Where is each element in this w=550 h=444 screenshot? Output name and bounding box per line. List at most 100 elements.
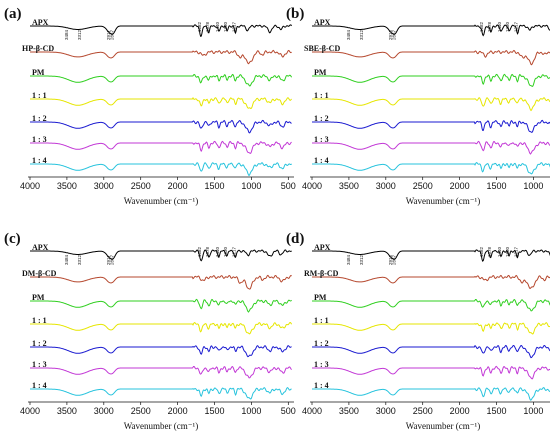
x-tick-label: 4000: [302, 406, 322, 416]
x-tick-label: 500: [281, 406, 296, 416]
x-tick-label: 3500: [339, 406, 359, 416]
series-line: [30, 96, 292, 110]
peak-annotation: 1578: [487, 21, 492, 32]
x-tick-label: 1000: [241, 181, 261, 191]
series-line: [30, 274, 292, 290]
series-label: DM-β-CD: [22, 269, 57, 278]
peak-annotation: 2917: [106, 29, 111, 40]
peak-annotation: 2916: [388, 29, 393, 40]
series-line: [30, 386, 292, 400]
panel-label: (b): [286, 6, 304, 22]
series-line: [30, 298, 292, 313]
x-axis-label: Wavenumber (cm⁻¹): [124, 196, 198, 206]
x-tick-label: 3000: [376, 406, 396, 416]
x-tick-label: 2500: [413, 406, 433, 416]
series-line: [30, 162, 292, 177]
x-tick-label: 1500: [486, 181, 506, 191]
x-tick-label: 2000: [450, 181, 470, 191]
peak-annotation: 3484: [346, 29, 351, 40]
series-line: [312, 24, 550, 37]
peak-annotation: 3484: [64, 254, 69, 265]
series-label: 1 : 1: [32, 316, 47, 325]
x-tick-label: 4000: [302, 181, 322, 191]
x-tick-label: 1000: [241, 406, 261, 416]
series-label: 1 : 2: [314, 114, 329, 123]
panel: (a) APX HP-β-CD PM 1 : 1 1 : 2 1 : 3 1 : 4 3484 3…: [4, 6, 296, 206]
panel-label: (c): [4, 231, 21, 247]
peak-annotation: 3312: [359, 29, 364, 40]
series-line: [30, 119, 292, 134]
peak-annotation: 3484: [64, 29, 69, 40]
peak-annotation: 2917: [106, 254, 111, 265]
x-tick-label: 3500: [57, 181, 77, 191]
peak-annotation: 2916: [388, 254, 393, 265]
series-line: [30, 366, 292, 379]
series-line: [30, 73, 293, 87]
x-tick-label: 1500: [204, 181, 224, 191]
series-line: [312, 73, 550, 87]
series-label: APX: [314, 243, 331, 252]
x-tick-label: 4000: [20, 406, 40, 416]
x-tick-label: 1500: [204, 406, 224, 416]
panel-label: (a): [4, 6, 22, 22]
peak-annotation: 1440: [497, 21, 502, 32]
peak-annotation: 1578: [205, 246, 210, 257]
series-label: 1 : 3: [314, 360, 329, 369]
series-label: 1 : 2: [314, 339, 329, 348]
series-line: [30, 345, 292, 358]
series-label: PM: [32, 293, 45, 302]
peak-annotation: 1578: [487, 246, 492, 257]
peak-annotation: 2867: [110, 254, 115, 265]
peak-annotation: 1682: [197, 246, 202, 257]
x-tick-label: 2000: [450, 406, 470, 416]
series-line: [312, 140, 550, 155]
series-line: [312, 97, 550, 112]
series-label: SBE-β-CD: [304, 44, 340, 53]
x-tick-label: 2500: [131, 406, 151, 416]
series-label: 1 : 2: [32, 339, 47, 348]
peak-annotation: 1217: [231, 246, 236, 257]
peak-annotation: 1217: [231, 21, 236, 32]
series-line: [312, 387, 550, 401]
series-label: 1 : 4: [32, 381, 47, 390]
peak-annotation: 1440: [215, 246, 220, 257]
x-axis-label: Wavenumber (cm⁻¹): [124, 421, 198, 431]
series-label: 1 : 4: [314, 381, 329, 390]
series-line: [312, 249, 550, 262]
series-line: [30, 140, 292, 154]
series-label: 1 : 1: [314, 316, 329, 325]
peak-annotation: 2867: [392, 29, 397, 40]
peak-annotation: 3312: [77, 254, 82, 265]
series-label: 1 : 3: [32, 135, 47, 144]
series-line: [312, 365, 550, 380]
peak-annotation: 1578: [205, 21, 210, 32]
x-tick-label: 3000: [94, 406, 114, 416]
x-tick-label: 500: [281, 181, 296, 191]
peak-annotation: 1217: [513, 21, 518, 32]
series-line: [312, 119, 550, 133]
series-line: [30, 249, 292, 262]
peak-annotation: 3312: [359, 254, 364, 265]
panel-label: (d): [286, 231, 304, 247]
x-tick-label: 4000: [20, 181, 40, 191]
x-axis-label: Wavenumber (cm⁻¹): [406, 421, 480, 431]
series-label: 1 : 4: [32, 156, 47, 165]
peak-annotation: 1330: [223, 21, 228, 32]
series-label: APX: [314, 18, 331, 27]
series-label: PM: [314, 68, 327, 77]
x-tick-label: 2000: [168, 181, 188, 191]
series-label: 1 : 3: [314, 135, 329, 144]
x-tick-label: 1000: [523, 181, 543, 191]
x-tick-label: 2500: [413, 181, 433, 191]
series-label: APX: [32, 243, 49, 252]
peak-annotation: 1440: [497, 246, 502, 257]
series-line: [312, 274, 550, 289]
series-line: [30, 24, 292, 37]
peak-annotation: 1682: [479, 21, 484, 32]
series-line: [312, 322, 550, 335]
series-label: 1 : 3: [32, 360, 47, 369]
panel: (c) APX DM-β-CD PM 1 : 1 1 : 2 1 : 3 1 : 4 3484 3…: [4, 231, 296, 431]
x-axis-label: Wavenumber (cm⁻¹): [406, 196, 480, 206]
series-line: [312, 49, 550, 66]
